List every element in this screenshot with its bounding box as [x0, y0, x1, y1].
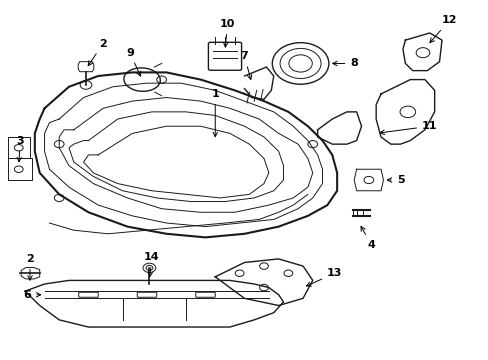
Text: 2: 2: [88, 39, 107, 66]
Text: 6: 6: [23, 290, 41, 300]
Text: 2: 2: [26, 254, 34, 280]
Text: 3: 3: [17, 136, 24, 162]
Text: 12: 12: [429, 15, 456, 42]
Text: 1: 1: [211, 89, 219, 137]
Text: 11: 11: [379, 121, 437, 135]
Text: 9: 9: [126, 48, 141, 76]
Text: 4: 4: [360, 226, 374, 249]
Text: 13: 13: [306, 268, 342, 286]
Text: 5: 5: [386, 175, 404, 185]
Text: 7: 7: [240, 51, 251, 80]
Text: 14: 14: [144, 252, 160, 276]
Text: 10: 10: [219, 19, 235, 47]
Text: 8: 8: [332, 58, 357, 68]
